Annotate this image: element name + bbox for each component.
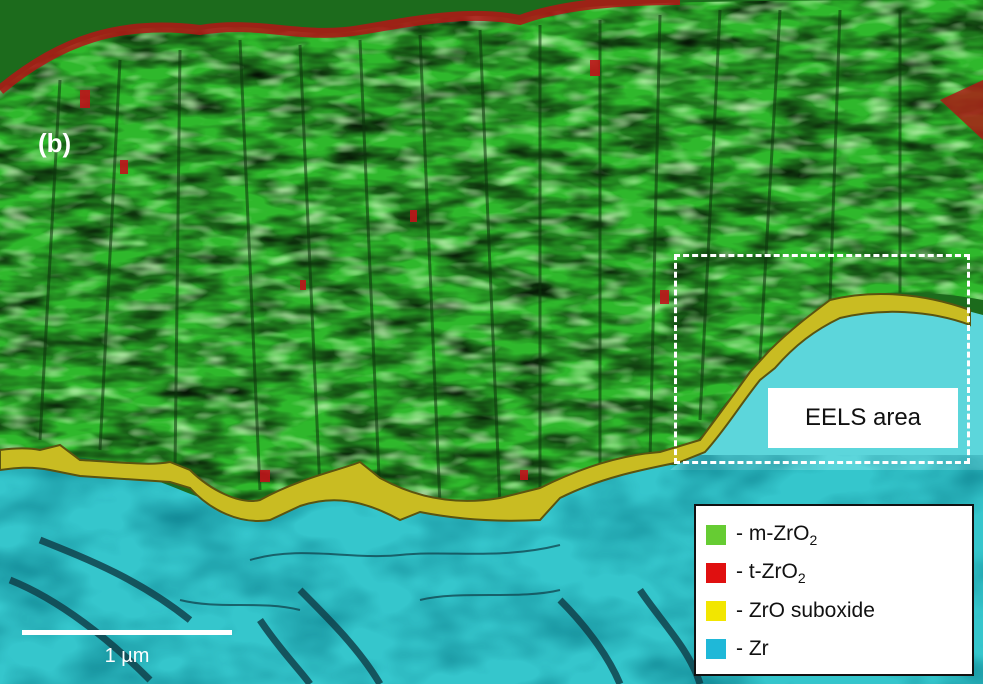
legend-swatch [706, 563, 726, 583]
legend-item-zro-suboxide: - ZrO suboxide [706, 592, 972, 630]
legend-item-t-zro2: - t-ZrO2 [706, 554, 972, 592]
legend-item-zr: - Zr [706, 630, 972, 668]
suboxide-interface [0, 293, 971, 522]
phase-legend: - m-ZrO2 - t-ZrO2 - ZrO suboxide - Zr [694, 504, 974, 676]
panel-label: (b) [38, 128, 72, 158]
legend-text: - t-ZrO2 [736, 559, 806, 587]
legend-text: - m-ZrO2 [736, 521, 818, 549]
eels-area-box [674, 254, 970, 464]
legend-text: - ZrO suboxide [736, 599, 875, 622]
legend-swatch [706, 639, 726, 659]
outer-rim [0, 0, 681, 94]
scale-bar [22, 630, 232, 635]
legend-item-m-zro2: - m-ZrO2 [706, 516, 972, 554]
legend-swatch [706, 525, 726, 545]
t-zro2-specks [80, 60, 669, 482]
scale-bar-label: 1 µm [104, 645, 150, 667]
legend-text: - Zr [736, 637, 769, 660]
legend-swatch [706, 601, 726, 621]
eels-area-label: EELS area [768, 388, 958, 448]
